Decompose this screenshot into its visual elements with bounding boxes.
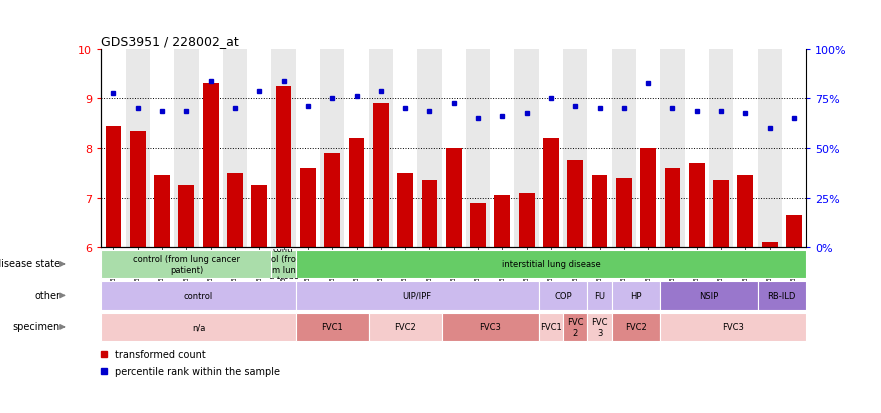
Bar: [276, 87, 292, 248]
Bar: [368, 313, 441, 342]
Bar: [101, 250, 271, 279]
Bar: [271, 250, 296, 279]
Text: FVC2: FVC2: [626, 323, 647, 332]
Bar: [300, 169, 315, 248]
Text: COP: COP: [554, 291, 572, 300]
Bar: [494, 196, 510, 248]
Bar: [446, 149, 462, 248]
Text: transformed count: transformed count: [115, 349, 205, 359]
Text: other: other: [34, 290, 60, 300]
Bar: [563, 50, 588, 248]
Bar: [592, 176, 607, 248]
Bar: [349, 139, 365, 248]
Text: interstitial lung disease: interstitial lung disease: [501, 260, 600, 269]
Bar: [543, 139, 559, 248]
Text: FU: FU: [594, 291, 605, 300]
Text: FVC1: FVC1: [322, 323, 343, 332]
Bar: [296, 281, 539, 310]
Text: FVC
3: FVC 3: [591, 318, 608, 337]
Bar: [174, 50, 198, 248]
Bar: [368, 50, 393, 248]
Bar: [539, 313, 563, 342]
Bar: [101, 313, 296, 342]
Bar: [421, 181, 437, 248]
Bar: [296, 313, 368, 342]
Text: FVC2: FVC2: [394, 323, 416, 332]
Bar: [466, 50, 490, 248]
Bar: [713, 181, 729, 248]
Text: specimen: specimen: [13, 321, 60, 332]
Bar: [324, 154, 340, 248]
Bar: [611, 281, 660, 310]
Bar: [563, 313, 588, 342]
Bar: [227, 173, 243, 248]
Text: UIP/IPF: UIP/IPF: [403, 291, 432, 300]
Bar: [588, 313, 611, 342]
Bar: [611, 50, 636, 248]
Text: FVC3: FVC3: [722, 323, 744, 332]
Text: contr
ol (fro
m lun
g trans: contr ol (fro m lun g trans: [269, 244, 299, 285]
Bar: [441, 313, 539, 342]
Bar: [758, 281, 806, 310]
Bar: [758, 50, 781, 248]
Text: GDS3951 / 228002_at: GDS3951 / 228002_at: [101, 35, 239, 47]
Bar: [126, 50, 150, 248]
Bar: [203, 84, 218, 248]
Bar: [660, 50, 685, 248]
Bar: [539, 281, 588, 310]
Bar: [737, 176, 753, 248]
Text: control (from lung cancer
patient): control (from lung cancer patient): [133, 255, 240, 274]
Bar: [664, 169, 680, 248]
Text: FVC1: FVC1: [540, 323, 562, 332]
Bar: [373, 104, 389, 248]
Bar: [660, 313, 806, 342]
Text: n/a: n/a: [192, 323, 205, 332]
Text: percentile rank within the sample: percentile rank within the sample: [115, 366, 279, 376]
Text: FVC
2: FVC 2: [567, 318, 583, 337]
Bar: [786, 216, 802, 248]
Bar: [470, 203, 486, 248]
Bar: [588, 281, 611, 310]
Text: FVC3: FVC3: [479, 323, 501, 332]
Bar: [223, 50, 248, 248]
Text: RB-ILD: RB-ILD: [767, 291, 796, 300]
Text: disease state: disease state: [0, 259, 60, 269]
Bar: [660, 281, 758, 310]
Text: NSIP: NSIP: [700, 291, 719, 300]
Bar: [519, 193, 535, 248]
Bar: [567, 161, 583, 248]
Bar: [179, 186, 195, 248]
Bar: [106, 126, 122, 248]
Bar: [101, 281, 296, 310]
Bar: [418, 50, 441, 248]
Bar: [397, 173, 413, 248]
Bar: [640, 149, 656, 248]
Bar: [251, 186, 267, 248]
Bar: [271, 50, 296, 248]
Bar: [130, 131, 145, 248]
Bar: [689, 164, 705, 248]
Bar: [616, 178, 632, 248]
Bar: [296, 250, 806, 279]
Bar: [320, 50, 344, 248]
Text: HP: HP: [630, 291, 641, 300]
Text: control: control: [184, 291, 213, 300]
Bar: [154, 176, 170, 248]
Bar: [611, 313, 660, 342]
Bar: [709, 50, 733, 248]
Bar: [762, 243, 778, 248]
Bar: [515, 50, 539, 248]
